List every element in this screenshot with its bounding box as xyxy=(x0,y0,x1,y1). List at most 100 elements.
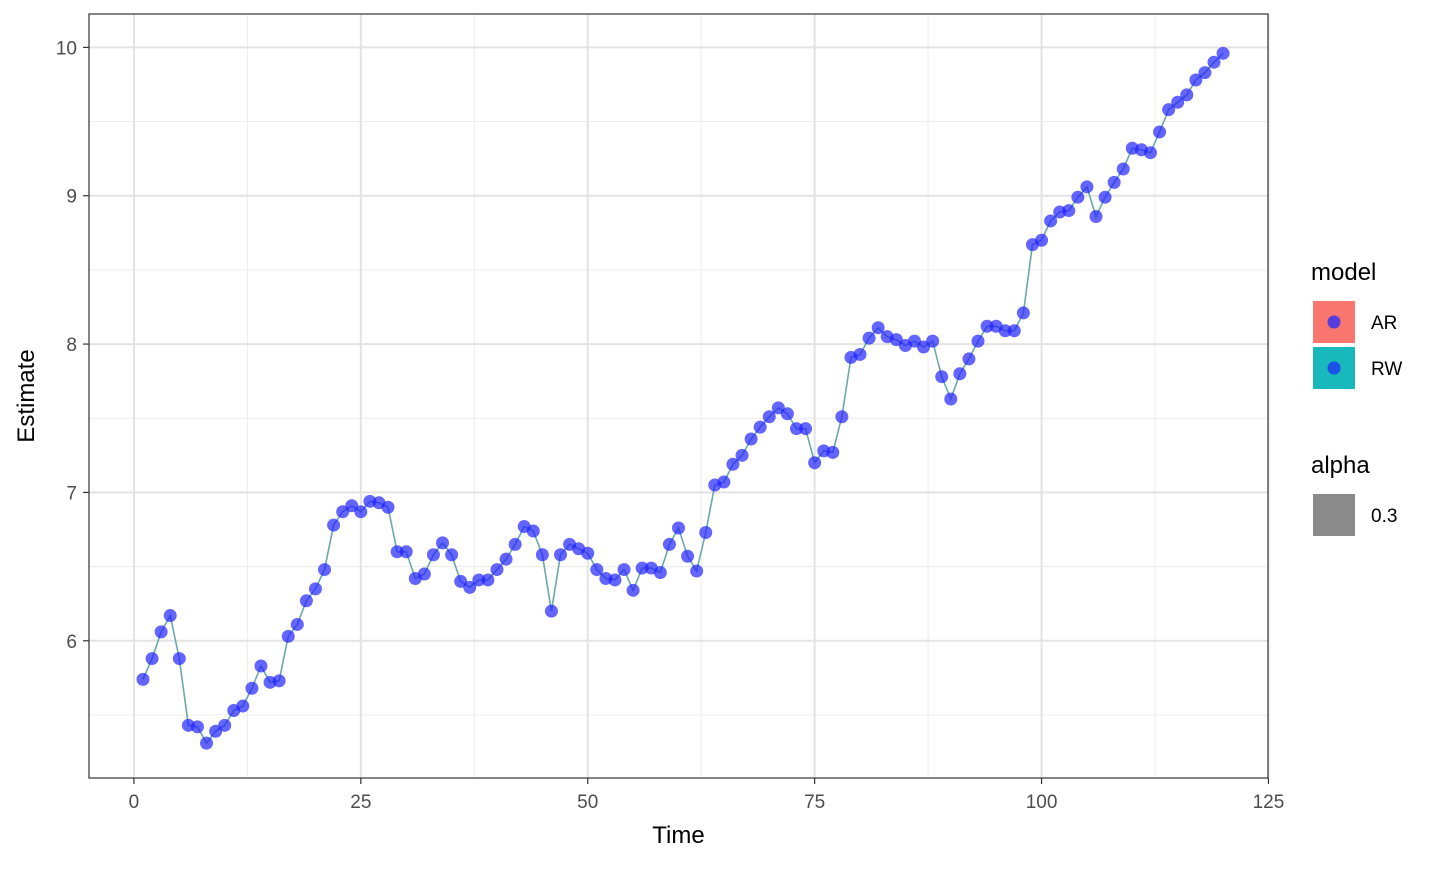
data-point xyxy=(690,564,704,578)
data-point xyxy=(780,407,794,421)
data-point xyxy=(1162,103,1176,117)
data-point xyxy=(308,582,322,596)
data-point xyxy=(508,537,522,551)
data-point xyxy=(617,563,631,577)
data-point xyxy=(753,420,767,434)
legend-item-label: RW xyxy=(1371,359,1402,380)
data-point xyxy=(417,567,431,581)
data-point xyxy=(608,573,622,587)
data-point xyxy=(1180,88,1194,102)
legend-key-dot xyxy=(1327,315,1341,329)
data-point xyxy=(245,681,259,695)
data-point xyxy=(735,448,749,462)
data-point xyxy=(1089,209,1103,223)
data-point xyxy=(390,545,404,559)
legend-key xyxy=(1313,494,1355,536)
data-point xyxy=(218,718,232,732)
data-point xyxy=(1207,55,1221,69)
x-tick-label: 25 xyxy=(350,792,371,813)
data-point xyxy=(871,321,885,335)
data-point xyxy=(1107,175,1121,189)
data-point xyxy=(272,674,286,688)
data-point xyxy=(581,546,595,560)
data-point xyxy=(1080,180,1094,194)
data-point xyxy=(1216,46,1230,60)
data-point xyxy=(236,699,250,713)
data-point xyxy=(835,410,849,424)
data-point xyxy=(980,319,994,333)
data-point xyxy=(1116,162,1130,176)
data-point xyxy=(635,561,649,575)
data-point xyxy=(862,331,876,345)
data-point xyxy=(944,392,958,406)
data-point xyxy=(290,617,304,631)
data-point xyxy=(281,629,295,643)
x-tick-label: 0 xyxy=(129,792,140,813)
data-point xyxy=(544,604,558,618)
data-point xyxy=(1098,190,1112,204)
data-point xyxy=(381,500,395,514)
legend-key-dot xyxy=(1327,361,1341,375)
data-point xyxy=(717,475,731,489)
data-point xyxy=(436,536,450,550)
data-point xyxy=(808,456,822,470)
data-point xyxy=(200,736,214,750)
data-point xyxy=(554,548,568,562)
data-point xyxy=(826,445,840,459)
data-point xyxy=(426,548,440,562)
data-point xyxy=(853,347,867,361)
data-point xyxy=(299,594,313,608)
legend-item-label: AR xyxy=(1371,313,1397,334)
data-point xyxy=(490,563,504,577)
panel-border xyxy=(88,13,1269,779)
data-point xyxy=(1143,146,1157,160)
legend-item-label: 0.3 xyxy=(1371,506,1397,527)
data-point xyxy=(1153,125,1167,139)
data-point xyxy=(327,518,341,532)
y-tick-label: 8 xyxy=(66,335,77,356)
data-point xyxy=(1016,306,1030,320)
data-point xyxy=(935,370,949,384)
data-point xyxy=(535,548,549,562)
data-point xyxy=(463,580,477,594)
data-point xyxy=(653,566,667,580)
data-point xyxy=(762,410,776,424)
data-point xyxy=(318,563,332,577)
data-point xyxy=(163,609,177,623)
data-point xyxy=(971,334,985,348)
data-point xyxy=(172,652,186,666)
data-point xyxy=(1035,233,1049,247)
data-point xyxy=(1171,95,1185,109)
data-point xyxy=(699,525,713,539)
data-point xyxy=(254,659,268,673)
data-point xyxy=(154,625,168,639)
legend-title: alpha xyxy=(1311,452,1370,479)
data-point xyxy=(136,672,150,686)
data-point xyxy=(399,545,413,559)
data-point xyxy=(445,548,459,562)
data-point xyxy=(662,537,676,551)
data-point xyxy=(681,549,695,563)
y-tick-label: 9 xyxy=(66,187,77,208)
y-tick-label: 6 xyxy=(66,632,77,653)
data-point xyxy=(672,521,685,535)
data-point xyxy=(499,552,513,566)
data-point xyxy=(726,457,740,471)
data-point xyxy=(926,334,940,348)
data-point xyxy=(1189,73,1203,87)
data-point xyxy=(1062,204,1076,218)
y-tick-label: 10 xyxy=(56,38,77,59)
data-point xyxy=(1044,214,1058,228)
data-point xyxy=(626,583,640,597)
x-tick-label: 75 xyxy=(804,792,825,813)
data-point xyxy=(744,432,758,446)
x-tick-label: 125 xyxy=(1253,792,1285,813)
y-axis-title: Estimate xyxy=(13,349,40,442)
data-point xyxy=(998,324,1012,338)
data-point xyxy=(145,652,159,666)
x-axis-title: Time xyxy=(652,822,704,849)
x-tick-label: 100 xyxy=(1026,792,1058,813)
data-point xyxy=(1198,66,1212,80)
